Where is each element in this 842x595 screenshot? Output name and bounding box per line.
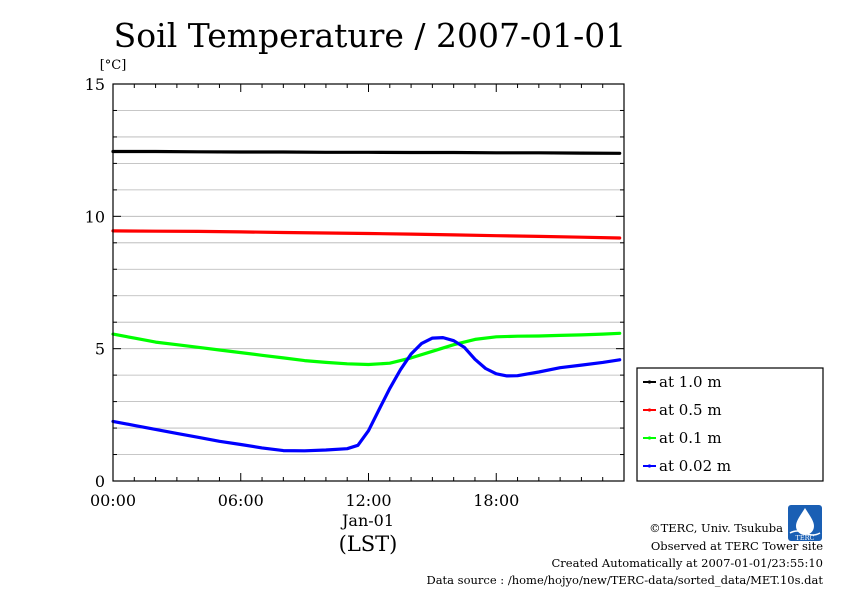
legend-marker (647, 436, 652, 440)
series-line-2 (111, 229, 622, 240)
legend-marker (647, 464, 652, 468)
x-tick-label: 18:00 (473, 491, 519, 510)
x-tick-label: 00:00 (90, 491, 136, 510)
y-tick-label: 5 (95, 340, 105, 359)
y-tick-label: 0 (95, 472, 105, 491)
legend-marker (647, 380, 652, 384)
legend-label: at 0.5 m (659, 401, 722, 419)
legend-box (636, 367, 824, 482)
x-date-label: Jan-01 (340, 511, 394, 530)
legend-marker (647, 408, 652, 412)
axis-ticks: 0 5 10 15 00:00 06:00 12:00 18:00 (85, 75, 625, 510)
y-tick-label: 10 (85, 207, 105, 226)
grid (113, 110, 624, 455)
wave-icon (789, 530, 821, 536)
legend: at 1.0 m at 0.5 m at 0.1 m at 0.02 m (636, 367, 824, 482)
x-timezone-label: (LST) (339, 532, 398, 556)
legend-label: at 0.02 m (659, 457, 731, 475)
copyright-text: ©TERC, Univ. Tsukuba (649, 521, 783, 535)
site-text: Observed at TERC Tower site (651, 539, 823, 553)
legend-label: at 0.1 m (659, 429, 722, 447)
x-tick-label: 06:00 (218, 491, 264, 510)
series-line-1 (111, 149, 622, 155)
terc-logo: TERC (788, 505, 822, 542)
series-layer (111, 149, 622, 453)
chart-title: Soil Temperature / 2007-01-01 (114, 16, 627, 55)
plot-frame (112, 83, 625, 482)
source-text: Data source : /home/hojyo/new/TERC-data/… (426, 573, 823, 587)
y-tick-label: 15 (85, 75, 105, 94)
series-line-3 (111, 331, 622, 367)
logo-text: TERC (796, 534, 815, 542)
legend-label: at 1.0 m (659, 373, 722, 391)
created-text: Created Automatically at 2007-01-01/23:5… (552, 556, 824, 570)
water-drop-icon (796, 508, 814, 535)
series-line-4 (111, 336, 622, 453)
y-axis-label: [°C] (100, 58, 127, 73)
x-tick-label: 12:00 (345, 491, 391, 510)
